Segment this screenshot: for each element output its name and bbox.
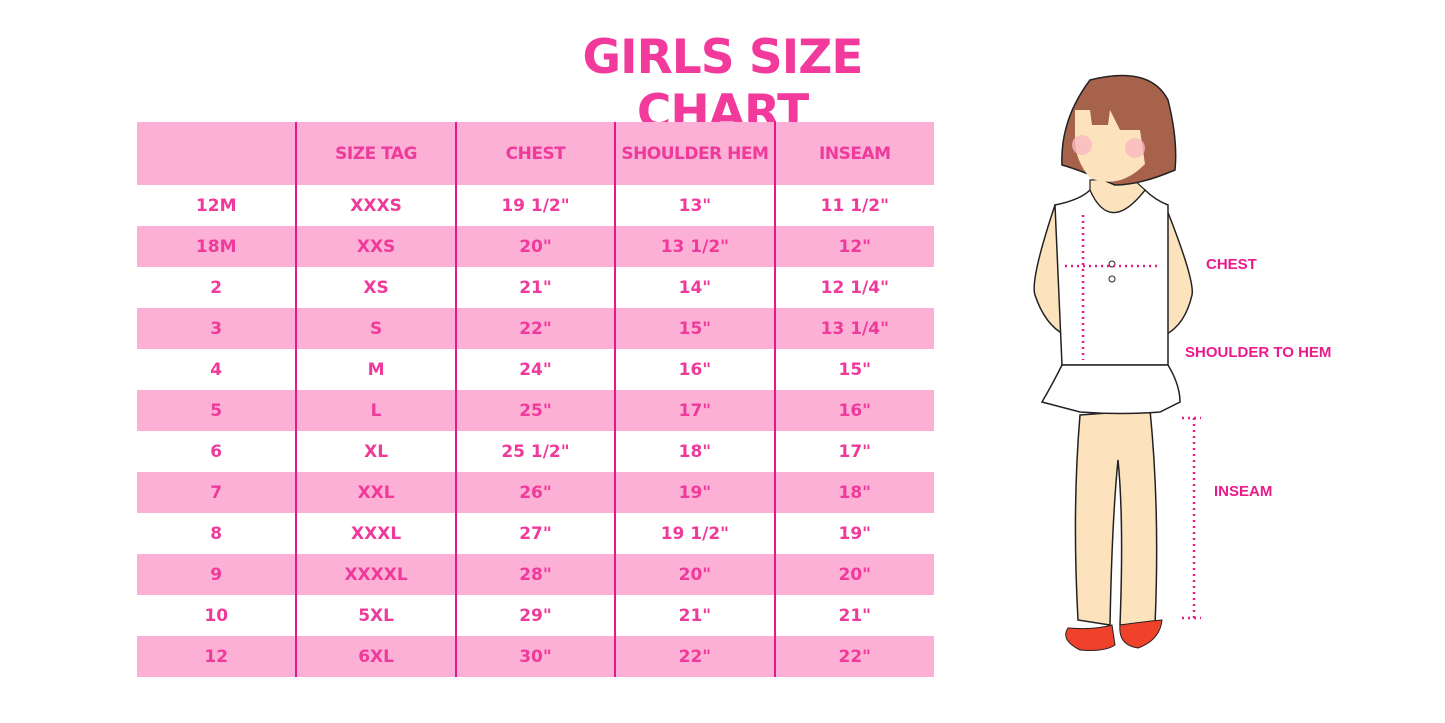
table-cell: 18M [137,226,297,267]
table-header-row: SIZE TAG CHEST SHOULDER HEM INSEAM [137,122,934,185]
table-cell: 20" [614,554,775,595]
chest-label: CHEST [1206,256,1257,273]
table-cell: 3 [137,308,297,349]
table-cell: XXXL [295,513,456,554]
table-cell: 25 1/2" [454,431,616,472]
table-cell: 19" [773,513,934,554]
table-cell: 19" [614,472,775,513]
table-cell: 13 1/4" [773,308,934,349]
header-cell: SIZE TAG [295,122,456,185]
table-cell: 2 [210,277,223,298]
table-cell: 12 1/4" [773,267,934,308]
girl-illustration [1033,74,1201,651]
table-cell: XXXS [295,185,456,226]
table-cell: 15" [614,308,775,349]
table-cell: 26" [454,472,616,513]
table-cell: 19 1/2" [454,185,616,226]
table-row: 7 XXL 26" 19" 18" [137,472,934,513]
header-cell: INSEAM [773,122,934,185]
table-cell: 18" [773,472,934,513]
table-cell: 9 [137,554,297,595]
table-cell: 16" [614,349,775,390]
table-cell: L [295,390,456,431]
table-cell: 8 [210,523,223,544]
table-cell: 18" [614,431,775,472]
page-title: GIRLS SIZE CHART [582,30,864,140]
table-cell: 12" [773,226,934,267]
table-cell: 12 [137,636,297,677]
table-cell: 14" [614,267,775,308]
table-row: 10 5XL 29" 21" 21" [137,595,934,636]
table-cell: XXL [295,472,456,513]
header-cell: CHEST [454,122,616,185]
table-cell: 16" [773,390,934,431]
table-cell: 15" [773,349,934,390]
table-cell: 22" [454,308,616,349]
table-cell: 22" [614,636,775,677]
table-cell: XS [295,267,456,308]
table-cell: 5XL [295,595,456,636]
table-cell: 28" [454,554,616,595]
table-cell: 20" [454,226,616,267]
table-cell: 21" [614,595,775,636]
header-cell: SHOULDER HEM [614,122,775,185]
table-row: 4 M 24" 16" 15" [137,349,934,390]
table-cell: 19 1/2" [614,513,775,554]
table-row: 12M XXXS 19 1/2" 13" 11 1/2" [137,185,934,226]
table-row: 3 S 22" 15" 13 1/4" [137,308,934,349]
table-cell: 25" [454,390,616,431]
table-cell: XL [295,431,456,472]
table-cell: 17" [614,390,775,431]
table-cell: 22" [773,636,934,677]
table-row: 18M XXS 20" 13 1/2" 12" [137,226,934,267]
table-cell: 20" [773,554,934,595]
table-cell: 12M [195,195,237,216]
table-cell: 13" [614,185,775,226]
table-row: 8 XXXL 27" 19 1/2" 19" [137,513,934,554]
table-cell: XXS [295,226,456,267]
table-cell: 21" [773,595,934,636]
table-row: 9 XXXXL 28" 20" 20" [137,554,934,595]
table-cell: 29" [454,595,616,636]
table-cell: 6XL [295,636,456,677]
shoulder-to-hem-label: SHOULDER TO HEM [1185,344,1332,361]
table-cell: XXXXL [295,554,456,595]
inseam-label: INSEAM [1214,483,1273,500]
table-cell: 6 [210,441,223,462]
table-cell: 21" [454,267,616,308]
table-cell: S [295,308,456,349]
table-cell: M [295,349,456,390]
table-cell: 17" [773,431,934,472]
table-row: 5 L 25" 17" 16" [137,390,934,431]
table-row: 6 XL 25 1/2" 18" 17" [137,431,934,472]
table-row: 2 XS 21" 14" 12 1/4" [137,267,934,308]
table-cell: 13 1/2" [614,226,775,267]
size-table: SIZE TAG CHEST SHOULDER HEM INSEAM 12M XX… [137,122,934,677]
table-cell: 4 [210,359,223,380]
table-row: 12 6XL 30" 22" 22" [137,636,934,677]
table-cell: 27" [454,513,616,554]
table-cell: 7 [137,472,297,513]
table-cell: 11 1/2" [773,185,934,226]
table-cell: 24" [454,349,616,390]
table-cell: 10 [204,605,229,626]
table-cell: 30" [454,636,616,677]
table-cell: 5 [137,390,297,431]
header-cell [137,122,297,185]
